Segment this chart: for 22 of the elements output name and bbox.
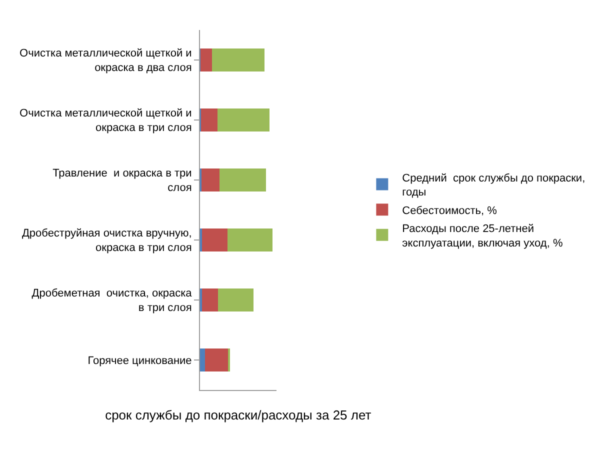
bar [201,168,220,192]
bar [202,228,228,252]
legend-label: Средний срок службы до покраски, годы [402,172,586,199]
bar [220,168,266,192]
legend-label: Себестоимость, % [402,204,498,217]
x-axis-title: срок службы до покраски/расходы за 25 лет [105,408,372,423]
y-tick-label: Дробеметная очистка, окраска в три слоя [32,288,193,314]
y-tick-label: Горячее цинкование [88,354,192,367]
bar [200,348,206,372]
bar [205,348,228,372]
y-tick-label: Очистка металлической щеткой и окраска в три слоя [20,108,192,134]
bar [200,108,218,132]
y-tick-label: Травление и окраска в три слоя [52,168,192,194]
bar [202,288,218,312]
bar [200,48,212,72]
bar [228,228,272,252]
y-tick-label: Дробеструйная очистка вручную, окраска в три слоя [22,228,192,254]
bar [217,108,270,132]
bar [218,288,254,312]
y-tick-label: Очистка металлической щеткой и окраска в два слоя [20,48,192,74]
legend-label: Расходы после 25-летней эксплуатации, включая уход, % [402,223,563,250]
bar [212,48,264,72]
